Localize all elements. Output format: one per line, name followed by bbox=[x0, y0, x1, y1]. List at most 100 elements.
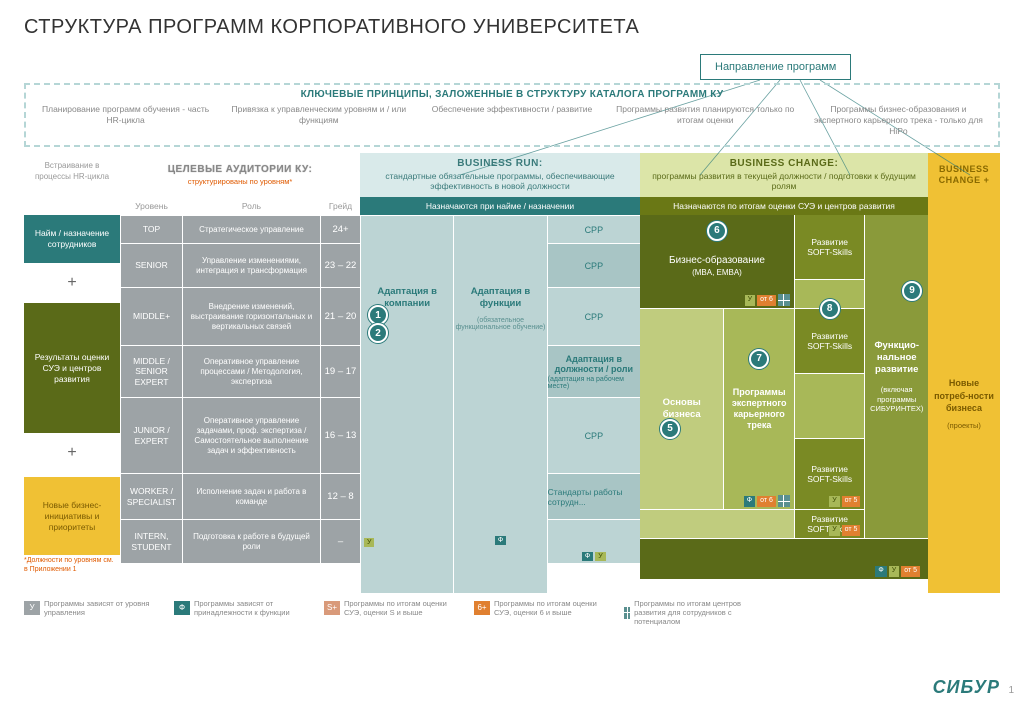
plus-icon: + bbox=[24, 433, 120, 473]
tag-u: У bbox=[745, 295, 755, 306]
bottom-bar: ФУот 5 bbox=[640, 539, 928, 579]
basics: 5 Основы бизнеса bbox=[640, 309, 723, 509]
level-row: WORKER / SPECIALISTИсполнение задач и ра… bbox=[120, 473, 360, 519]
adapt-sub: (обязательное функциональное обучение) bbox=[454, 317, 546, 331]
tag-u: У bbox=[595, 552, 605, 561]
adapt-label: Адаптация в должности / роли bbox=[548, 354, 640, 374]
level-name: MIDDLE+ bbox=[120, 287, 182, 345]
legend-chip: Ф bbox=[174, 601, 190, 615]
marker-8: 8 bbox=[820, 299, 840, 319]
soft-top: Развитие SOFT-Skills bbox=[795, 215, 865, 279]
level-role: Подготовка к работе в будущей роли bbox=[182, 519, 320, 563]
legend-chip: S+ bbox=[324, 601, 340, 615]
marker-7: 7 bbox=[749, 349, 769, 369]
legend-text: Программы зависят от уровня управления bbox=[44, 599, 164, 617]
tag-f: Ф bbox=[495, 536, 506, 545]
legend-text: Программы по итогам оценки СУЭ, оценки S… bbox=[344, 599, 464, 617]
block-eval: Результаты оценки СУЭ и центров развития bbox=[24, 303, 120, 433]
pix-icon bbox=[778, 294, 790, 306]
level-name: WORKER / SPECIALIST bbox=[120, 473, 182, 519]
bcp-sub: (проекты) bbox=[947, 421, 981, 432]
tag-o6: от 6 bbox=[757, 496, 776, 507]
bcp-band bbox=[928, 197, 1000, 215]
level-role: Оперативное управление процессами / Мето… bbox=[182, 345, 320, 397]
bcp-text: Новые потреб-ности бизнеса bbox=[934, 377, 994, 415]
legend-item: У Программы зависят от уровня управления bbox=[24, 599, 164, 617]
func-sub: (включая программы СИБУРИНТЕХ) bbox=[868, 385, 925, 413]
bc-header: BUSINESS CHANGE: программы развития в те… bbox=[640, 153, 928, 197]
sp-bottom bbox=[640, 510, 794, 538]
adapt-role: Адаптация в должности / роли (адаптация … bbox=[548, 345, 640, 397]
col-grade: Грейд bbox=[320, 197, 360, 215]
legend-text: Программы зависят от принадлежности к фу… bbox=[194, 599, 314, 617]
soft-wk: Развитие SOFT-Skills Уот 5 bbox=[795, 510, 865, 538]
legend-text: Программы по итогам оценки СУЭ, оценки 6… bbox=[494, 599, 614, 617]
level-role: Исполнение задач и работа в команде bbox=[182, 473, 320, 519]
soft-jr: Развитие SOFT-Skills Уот 5 bbox=[795, 439, 865, 509]
tag-u: У bbox=[829, 496, 839, 507]
pix-icon bbox=[778, 495, 790, 507]
biz-edu: 6 Бизнес-образование (MBA, EMBA) Уот 6 bbox=[640, 215, 794, 308]
legend: У Программы зависят от уровня управления Ф… bbox=[24, 599, 1000, 626]
cpp-cell: CPP bbox=[548, 397, 640, 473]
legend-chip: У bbox=[24, 601, 40, 615]
level-name: MIDDLE / SENIOR EXPERT bbox=[120, 345, 182, 397]
col-role: Роль bbox=[182, 197, 320, 215]
bcp-body: Новые потреб-ности бизнеса (проекты) bbox=[928, 215, 1000, 593]
legend-item: 6+ Программы по итогам оценки СУЭ, оценки… bbox=[474, 599, 614, 617]
bc-body: 6 Бизнес-образование (MBA, EMBA) Уот 6 Р… bbox=[640, 215, 928, 593]
tag-f: Ф bbox=[582, 552, 593, 561]
principle-item: Планирование программ обучения - часть H… bbox=[32, 104, 219, 137]
embed-label: Встраивание в процессы HR-цикла bbox=[24, 153, 120, 215]
level-grade: 12 – 8 bbox=[320, 473, 360, 519]
bc-sub: программы развития в текущей должности /… bbox=[640, 171, 928, 192]
col-bc-plus: BUSINESS CHANGE + Новые потреб-ности биз… bbox=[928, 153, 1000, 593]
marker-1: 1 bbox=[368, 305, 388, 325]
principle-item: Программы развития планируются только по… bbox=[612, 104, 799, 137]
tag-u: У bbox=[889, 566, 899, 577]
logo: СИБУР bbox=[933, 677, 1000, 698]
levels-col-head: Уровень Роль Грейд bbox=[120, 197, 360, 215]
br-sub: стандартные обязательные программы, обес… bbox=[360, 171, 640, 192]
adapt-sub: (адаптация на рабочем месте) bbox=[548, 376, 640, 390]
col-business-run: BUSINESS RUN: стандартные обязательные п… bbox=[360, 153, 640, 593]
level-grade: 24+ bbox=[320, 215, 360, 243]
level-row: JUNIOR / EXPERTОперативное управление за… bbox=[120, 397, 360, 473]
level-grade: 23 – 22 bbox=[320, 243, 360, 287]
std-cell: Стандарты работы сотрудн... bbox=[548, 473, 640, 519]
pix-icon bbox=[624, 607, 630, 619]
page-number: 1 bbox=[1008, 685, 1014, 696]
level-row: TOPСтратегическое управление24+ bbox=[120, 215, 360, 243]
level-role: Стратегическое управление bbox=[182, 215, 320, 243]
levels-header: ЦЕЛЕВЫЕ АУДИТОРИИ КУ: структурированы по… bbox=[120, 153, 360, 197]
cpp-cell: CPP bbox=[548, 243, 640, 287]
cpp-cell: CPP bbox=[548, 287, 640, 345]
tag-f: Ф bbox=[744, 496, 755, 507]
legend-chip: 6+ bbox=[474, 601, 490, 615]
bc-band: Назначаются по итогам оценки СУЭ и центр… bbox=[640, 197, 928, 215]
level-name: TOP bbox=[120, 215, 182, 243]
block-hire: Найм / назначение сотрудников bbox=[24, 215, 120, 263]
tag-o6: от 6 bbox=[757, 295, 776, 306]
principles-panel: КЛЮЧЕВЫЕ ПРИНЦИПЫ, ЗАЛОЖЕННЫЕ В СТРУКТУР… bbox=[24, 83, 1000, 147]
bcp-title: BUSINESS CHANGE + bbox=[928, 164, 1000, 187]
level-role: Управление изменениями, интеграция и тра… bbox=[182, 243, 320, 287]
level-name: INTERN, STUDENT bbox=[120, 519, 182, 563]
biz-edu-title: Бизнес-образование bbox=[669, 255, 765, 268]
bcp-header: BUSINESS CHANGE + bbox=[928, 153, 1000, 197]
principles-title: КЛЮЧЕВЫЕ ПРИНЦИПЫ, ЗАЛОЖЕННЫЕ В СТРУКТУР… bbox=[32, 89, 992, 100]
level-name: SENIOR bbox=[120, 243, 182, 287]
levels-title: ЦЕЛЕВЫЕ АУДИТОРИИ КУ: bbox=[120, 164, 360, 177]
principle-item: Привязка к управленческим уровням и / ил… bbox=[225, 104, 412, 137]
marker-6: 6 bbox=[707, 221, 727, 241]
level-row: MIDDLE / SENIOR EXPERTОперативное управл… bbox=[120, 345, 360, 397]
level-role: Оперативное управление задачами, проф. э… bbox=[182, 397, 320, 473]
level-grade: 16 – 13 bbox=[320, 397, 360, 473]
marker-2: 2 bbox=[368, 323, 388, 343]
main-grid: Встраивание в процессы HR-цикла Найм / н… bbox=[24, 153, 1000, 593]
soft-label: Развитие SOFT-Skills bbox=[798, 331, 862, 352]
soft-label: Развитие SOFT-Skills bbox=[798, 464, 862, 485]
level-row: MIDDLE+Внедрение изменений, выстраивание… bbox=[120, 287, 360, 345]
footnote: *Должности по уровням см. в Приложении 1 bbox=[24, 557, 114, 574]
br-body: 1 Адаптация в компании 2 Адаптация в фун… bbox=[360, 215, 640, 593]
